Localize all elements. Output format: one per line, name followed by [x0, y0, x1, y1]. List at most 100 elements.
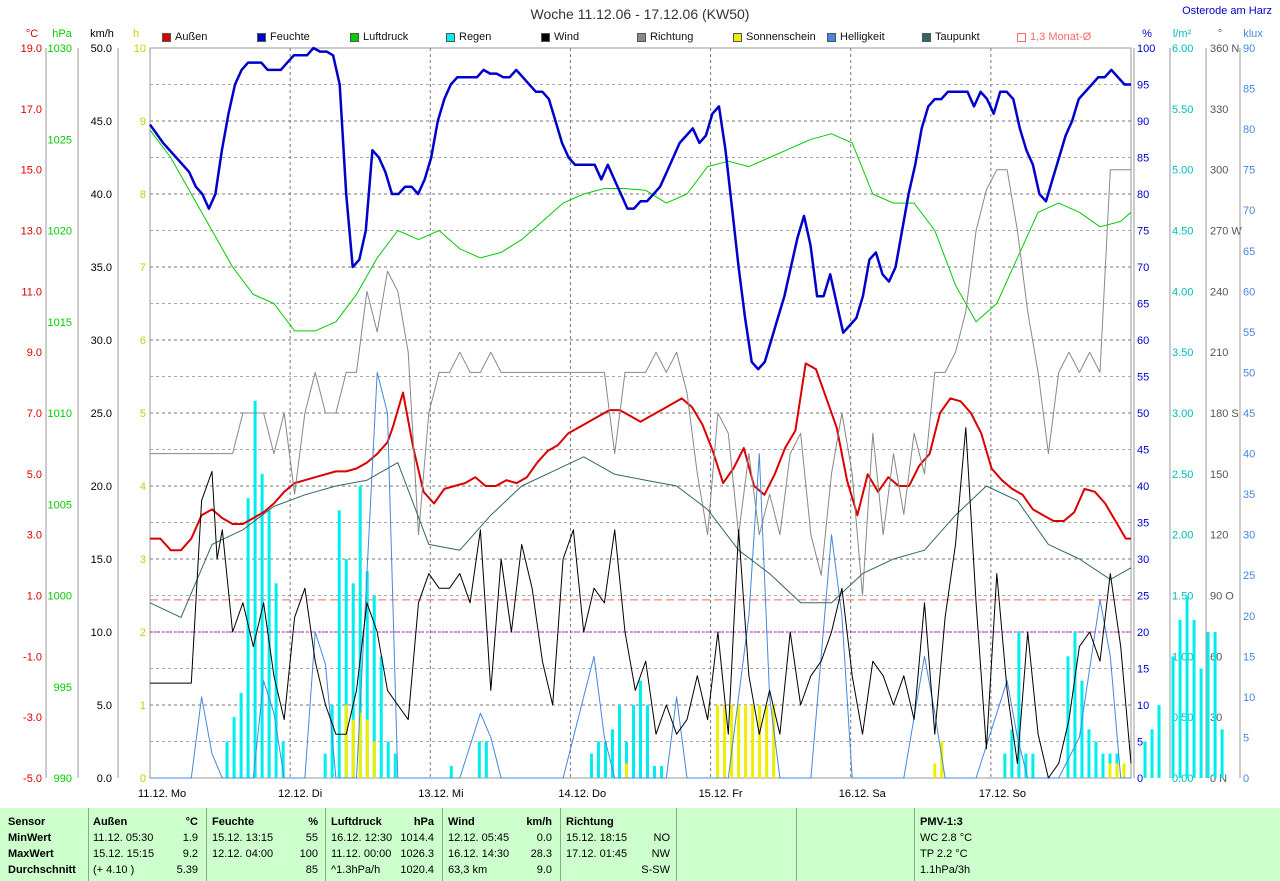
- bar-regen: [253, 400, 257, 778]
- tick-label-light: 10: [1243, 692, 1255, 704]
- tick-label-humidity: 55: [1137, 372, 1149, 384]
- stats-cell-date: 15.12. 13:15: [212, 832, 274, 844]
- bar-regen: [239, 692, 243, 778]
- bar-regen: [1143, 741, 1147, 778]
- bar-sonne: [365, 719, 369, 778]
- bar-regen: [1171, 656, 1175, 778]
- chart-title: Woche 11.12.06 - 17.12.06 (KW50): [530, 6, 750, 22]
- stats-cell-date: 15.12. 18:15: [566, 832, 628, 844]
- bar-regen: [653, 765, 657, 778]
- bar-sonne: [751, 705, 755, 778]
- tick-label-light: 50: [1243, 367, 1255, 379]
- tick-label-direction: 270 W: [1210, 226, 1242, 238]
- tick-label-direction: 210: [1210, 347, 1228, 359]
- tick-label-wind: 30.0: [91, 335, 112, 347]
- tick-label-wind: 45.0: [91, 116, 112, 128]
- bar-regen: [386, 741, 390, 778]
- series-line-taupunkt: [149, 456, 1132, 618]
- legend-swatch-richtung: [637, 33, 646, 42]
- bar-regen: [449, 765, 453, 778]
- tick-label-rain: 6.00: [1172, 43, 1193, 55]
- tick-label-humidity: 90: [1137, 116, 1149, 128]
- stats-divider: [560, 808, 561, 881]
- legend-label-regen: Regen: [459, 31, 492, 43]
- tick-label-direction: 180 S: [1210, 408, 1239, 420]
- bar-regen: [1094, 741, 1098, 778]
- bar-regen: [365, 571, 369, 778]
- day-label: 11.12. Mo: [138, 788, 186, 800]
- stats-cell-value: 5.39: [176, 864, 198, 876]
- bar-regen: [1199, 668, 1203, 778]
- tick-label-wind: 20.0: [91, 481, 112, 493]
- bar-sonne: [1115, 763, 1119, 778]
- tick-label-light: 55: [1243, 327, 1255, 339]
- bar-sonne: [765, 705, 769, 778]
- bar-regen: [1080, 680, 1084, 778]
- bar-regen: [1101, 753, 1105, 778]
- stats-cell-value: 9.2: [182, 848, 198, 860]
- tick-label-direction: 240: [1210, 286, 1228, 298]
- axis-unit-pressure: hPa: [52, 28, 72, 40]
- stats-cell-value: 1020.4: [400, 864, 434, 876]
- tick-label-sun: 10: [134, 43, 146, 55]
- stats-cell-value: 1.9: [182, 832, 198, 844]
- bar-regen: [1073, 632, 1077, 778]
- tick-label-humidity: 40: [1137, 481, 1149, 493]
- bar-sonne: [737, 705, 741, 778]
- bar-regen: [603, 741, 607, 778]
- bar-regen: [1157, 705, 1161, 778]
- stats-cell-date: 12.12. 04:00: [212, 848, 274, 860]
- tick-label-wind: 5.0: [97, 700, 112, 712]
- tick-label-humidity: 25: [1137, 591, 1149, 603]
- tick-label-light: 80: [1243, 124, 1255, 136]
- stats-cell-date: WC 2.8 °C: [920, 832, 973, 844]
- series-line-feuchte: [148, 46, 1131, 371]
- weather-chart: -5.0-3.0-1.01.03.05.07.09.011.013.015.01…: [21, 28, 1264, 800]
- tick-label-wind: 15.0: [91, 554, 112, 566]
- tick-label-sun: 4: [140, 481, 146, 493]
- axis-unit-direction: °: [1218, 28, 1222, 40]
- legend-label-feuchte: Feuchte: [270, 31, 310, 43]
- tick-label-wind: 0.0: [97, 773, 112, 785]
- axis-unit-sun: h: [133, 28, 139, 40]
- bar-regen: [596, 741, 600, 778]
- bar-regen: [639, 680, 642, 778]
- bar-regen: [1010, 729, 1014, 778]
- tick-label-humidity: 80: [1137, 189, 1149, 201]
- tick-label-sun: 6: [140, 335, 146, 347]
- bar-regen: [393, 753, 397, 778]
- tick-label-temp: -5.0: [23, 773, 42, 785]
- stats-divider: [325, 808, 326, 881]
- tick-label-sun: 1: [140, 700, 146, 712]
- tick-label-humidity: 50: [1137, 408, 1149, 420]
- tick-label-sun: 8: [140, 189, 146, 201]
- tick-label-direction: 330: [1210, 104, 1228, 116]
- day-label: 12.12. Di: [278, 788, 322, 800]
- legend-label-helligkeit: Helligkeit: [840, 31, 885, 43]
- bar-regen: [477, 741, 481, 778]
- bar-regen: [260, 473, 264, 778]
- tick-label-humidity: 5: [1137, 737, 1143, 749]
- tick-label-light: 35: [1243, 489, 1255, 501]
- tick-label-light: 40: [1243, 449, 1255, 461]
- legend-swatch-wind: [541, 33, 550, 42]
- stats-cell-date: 16.12. 14:30: [448, 848, 510, 860]
- series-line-luftdruck: [149, 129, 1132, 332]
- tick-label-pressure: 1025: [48, 134, 72, 146]
- bar-regen: [1150, 729, 1154, 778]
- bar-regen: [1031, 753, 1035, 778]
- tick-label-pressure: 1010: [48, 408, 72, 420]
- stats-header-sensor: Sensor: [8, 816, 46, 828]
- tick-label-temp: 1.0: [27, 591, 42, 603]
- bar-regen: [1192, 619, 1196, 778]
- axis-unit-wind: km/h: [90, 28, 114, 40]
- bar-regen: [1206, 632, 1210, 778]
- bar-regen: [631, 705, 635, 778]
- stats-col-title: Außen: [93, 816, 128, 828]
- day-label: 14.12. Do: [558, 788, 606, 800]
- stats-col-unit: hPa: [413, 816, 434, 828]
- legend-label-aussen: Außen: [175, 31, 208, 43]
- tick-label-humidity: 20: [1137, 627, 1149, 639]
- axis-unit-rain: l/m²: [1173, 28, 1192, 40]
- tick-label-rain: 5.00: [1172, 165, 1193, 177]
